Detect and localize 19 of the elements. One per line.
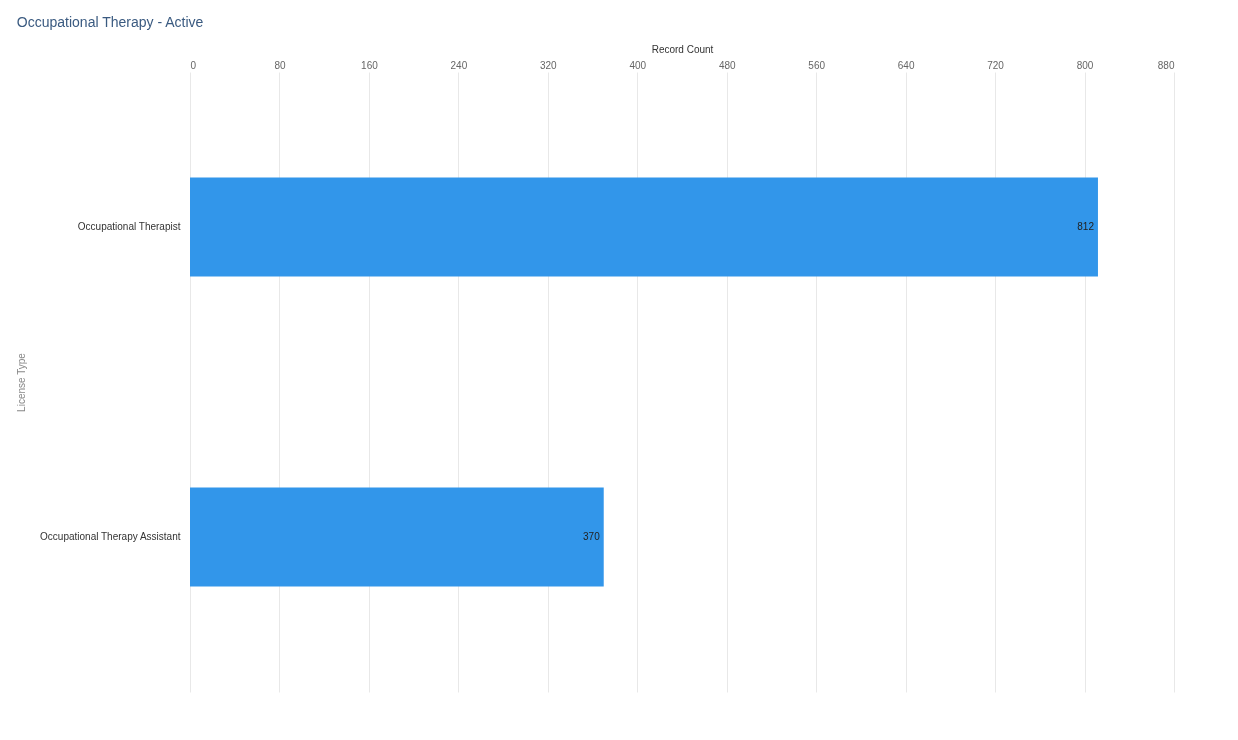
x-tick-label: 640 xyxy=(897,59,915,71)
x-tick-label: 80 xyxy=(274,59,286,71)
x-tick-label: 0 xyxy=(190,59,197,71)
x-tick-label: 160 xyxy=(361,59,379,71)
y-axis-title: License Type xyxy=(16,352,28,412)
x-tick-label: 800 xyxy=(1076,59,1094,71)
data-label: 812 xyxy=(1077,221,1095,232)
x-tick-label: 720 xyxy=(987,59,1005,71)
y-tick-label: Occupational Therapist xyxy=(77,221,181,232)
x-tick-label: 320 xyxy=(539,59,558,71)
y-tick-label: Occupational Therapy Assistant xyxy=(40,531,181,542)
x-axis-title: Record Count xyxy=(651,43,714,55)
x-tick-label: 880 xyxy=(1157,59,1175,71)
x-tick-label: 480 xyxy=(718,59,737,71)
x-tick-label: 560 xyxy=(808,59,826,71)
data-label: 370 xyxy=(583,531,601,542)
x-tick-label: 400 xyxy=(629,59,647,71)
x-tick-label: 240 xyxy=(450,59,468,71)
chart-title: Occupational Therapy - Active xyxy=(16,14,204,30)
